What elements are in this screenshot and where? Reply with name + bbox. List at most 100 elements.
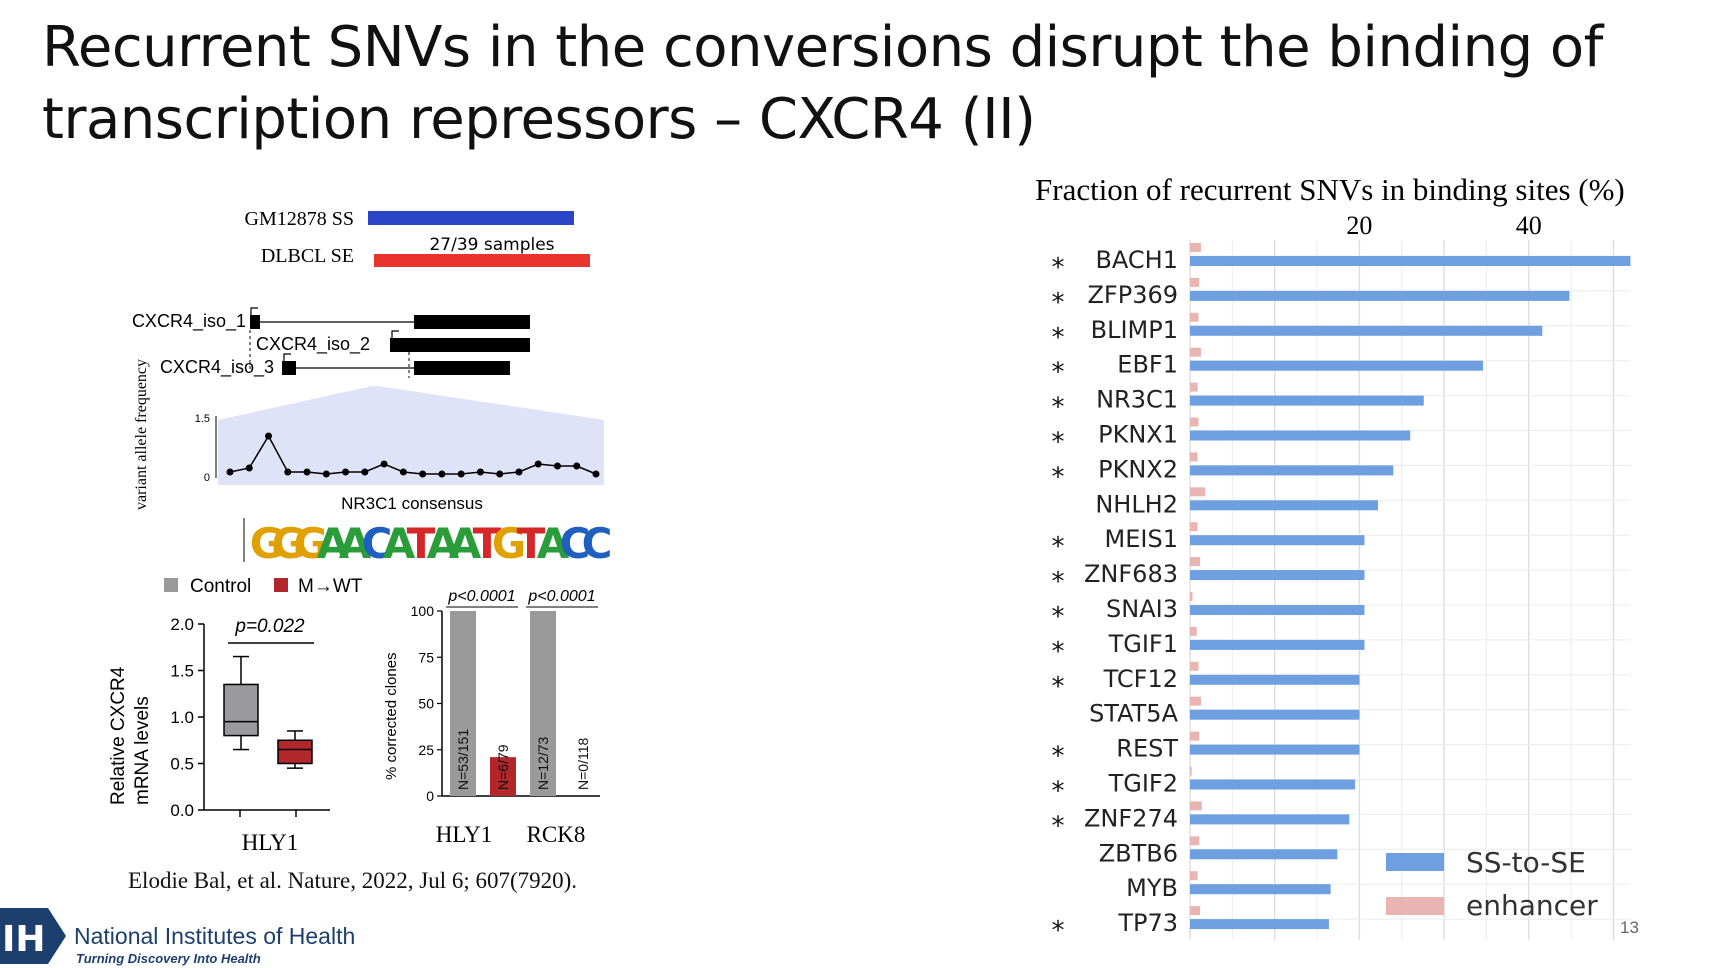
vaf-point [553,462,561,470]
vaf-point [592,470,600,478]
nih-name: National Institutes of Health [74,923,355,949]
chart-xtick: 40 [1516,211,1542,240]
vaf-ylabel-text: variant allele frequency [133,359,150,510]
bar-enhancer-pknx2 [1190,452,1198,462]
chart-title: Fraction of recurrent SNVs in binding si… [1035,172,1625,207]
significance-star: * [1052,462,1065,492]
bar-ss-to-se-znf274 [1190,814,1350,825]
bar-enhancer-tgif1 [1190,626,1197,636]
boxplot-box-control [223,655,259,751]
legend-mwt-label: M→WT [298,576,363,597]
category-label-znf274: ZNF274 [1084,804,1178,832]
motif-letter: T [473,519,502,568]
clones-bar-rck8-mwt: N=0/118 [575,738,591,790]
bar-enhancer-znf683 [1190,557,1201,567]
boxplot-ytick: 0.5 [170,755,194,774]
boxplot-box-mwt [277,730,313,769]
category-label-pknx2: PKNX2 [1098,455,1178,483]
motif-letter: A [427,519,460,568]
motif-letter: C [362,519,393,568]
chart-x-ticks: 20 40 [1346,211,1541,240]
isoform-2-label: CXCR4_iso_2 [256,334,370,355]
slide-title-line1: Recurrent SNVs in the conversions disrup… [42,15,1603,80]
vaf-tick-top: 1.5 [195,413,210,425]
motif-letter: A [339,519,372,568]
category-label-tcf12: TCF12 [1103,665,1178,693]
isoform-3: CXCR4_iso_3 [160,353,510,378]
motif-letter: A [317,519,350,568]
motif-letter: G [250,519,284,568]
legend-ss-to-se-label: SS-to-SE [1466,846,1586,879]
vaf-point [361,468,369,476]
bar-ss-to-se-snai3 [1190,605,1365,615]
slide-number: 13 [1620,918,1639,937]
clones-group-rck8: RCK8 [527,822,586,847]
significance-star: * [1052,742,1065,772]
bar-enhancer-snai3 [1190,592,1193,601]
nih-logo: IH National Institutes of Health Turning… [0,908,355,966]
clones-bar-label: N=6/79 [495,744,511,790]
significance-star: * [1052,288,1065,318]
clones-group-hly1: HLY1 [436,822,492,847]
bar-ss-to-se-pknx2 [1190,465,1394,476]
bar-ss-to-se-ebf1 [1190,360,1484,371]
vaf-point [303,468,311,476]
category-label-bach1: BACH1 [1095,246,1178,274]
category-label-snai3: SNAI3 [1106,595,1178,623]
clones-ytick: 50 [418,696,434,712]
significance-star: * [1052,811,1065,841]
category-label-pknx1: PKNX1 [1098,421,1178,449]
clones-bar-rck8-control: N=12/73 [530,611,556,796]
motif-letter: C [582,519,613,568]
boxplot-ylabel-line2: mRNA levels [132,696,153,805]
vaf-point [419,470,427,478]
clones-ylabel-text: % corrected clones [383,652,400,780]
bar-enhancer-tcf12 [1190,661,1199,671]
chart-grid [1189,240,1631,940]
category-label-tgif2: TGIF2 [1108,770,1178,798]
motif-letter: C [560,519,591,568]
vaf-point [342,468,350,476]
category-label-znf683: ZNF683 [1084,560,1178,588]
bar-enhancer-nr3c1 [1190,382,1198,392]
bar-enhancer-rest [1190,731,1200,741]
nih-logo-letters: IH [2,919,46,960]
category-label-meis1: MEIS1 [1105,525,1178,553]
category-label-nhlh2: NHLH2 [1095,490,1178,518]
vaf-point [226,468,234,476]
boxplot-pvalue: p=0.022 [234,616,305,637]
chart-category-labels: BACH1 * ZFP369 * BLIMP1 * EBF1 * NR3C1 * PKNX1 * PKN… [1052,246,1179,946]
vaf-point [573,462,581,470]
clones-bar-label: N=12/73 [535,736,551,790]
isoform-1-label: CXCR4_iso_1 [132,311,246,332]
chart-bars [1190,243,1631,930]
significance-star: * [1052,358,1065,388]
bar-enhancer-tp73 [1190,906,1201,916]
bar-ss-to-se-rest [1190,744,1360,755]
bar-enhancer-zfp369 [1190,277,1200,287]
snv-fraction-chart: Fraction of recurrent SNVs in binding si… [1035,172,1631,946]
category-label-rest: REST [1116,735,1178,763]
boxplot-ytick: 2.0 [170,615,194,634]
vaf-point [496,470,504,478]
bar-enhancer-tgif2 [1190,766,1192,776]
bar-ss-to-se-meis1 [1190,535,1365,546]
clones-bars: N=53/151 N=6/79 N=12/73 N=0/118 [450,611,591,796]
bar-enhancer-nhlh2 [1190,487,1206,497]
citation: Elodie Bal, et al. Nature, 2022, Jul 6; … [128,868,578,893]
bar-ss-to-se-bach1 [1190,256,1631,266]
bar-ss-to-se-pknx1 [1190,430,1411,441]
clones-ytick: 75 [418,649,434,665]
motif-letter: T [407,519,436,568]
vaf-series [226,432,600,478]
motif-letter: G [492,519,526,568]
bar-ss-to-se-tgif1 [1190,639,1365,650]
bar-enhancer-blimp1 [1190,312,1199,322]
vaf-point [399,468,407,476]
clones-ytick: 100 [411,603,435,619]
zoom-wedge [218,386,604,485]
category-label-blimp1: BLIMP1 [1091,316,1178,344]
legend-enhancer-label: enhancer [1466,889,1598,922]
boxplot-ytick: 1.0 [170,708,194,727]
slide-title: Recurrent SNVs in the conversions disrup… [42,12,1702,156]
